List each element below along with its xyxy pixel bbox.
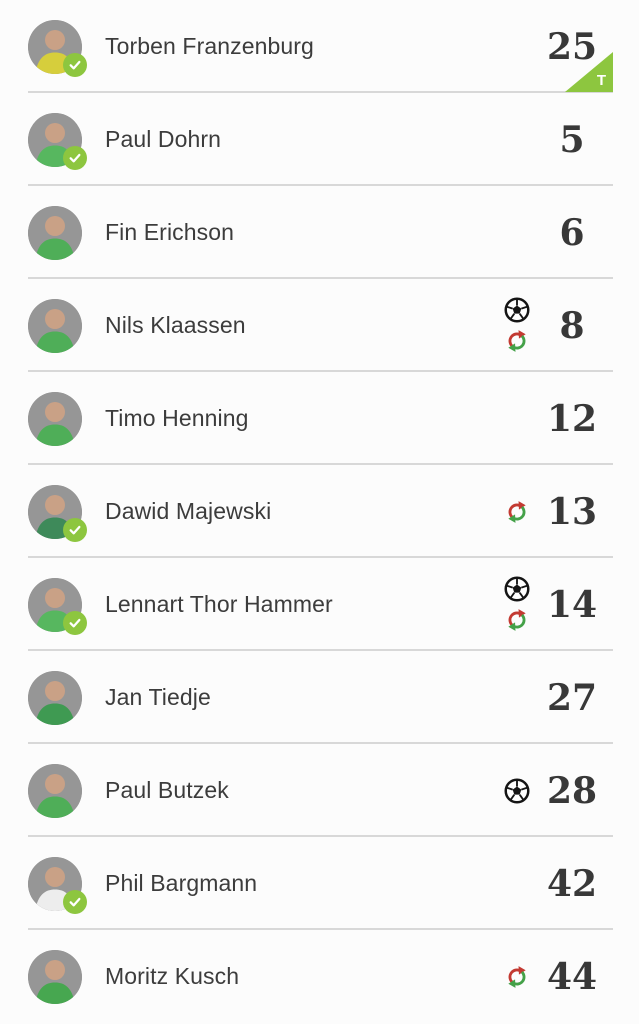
player-number: 12 [546,397,598,440]
checkmark-icon [63,889,87,914]
substitution-icon [508,609,526,631]
avatar [28,112,87,170]
event-icons [503,297,531,354]
player-photo [28,205,82,260]
checkmark-icon [63,52,87,77]
event-icons [503,576,531,633]
player-number: 13 [546,490,598,533]
player-row[interactable]: Jan Tiedje 27 [0,651,639,744]
soccer-ball-icon [504,777,530,804]
avatar [28,949,82,1004]
soccer-ball-icon [504,576,530,602]
player-row[interactable]: Dawid Majewski 13 [0,465,639,558]
avatar [28,19,87,77]
player-row[interactable]: Lennart Thor Hammer 14 [0,558,639,651]
avatar [28,763,82,818]
player-number: 6 [559,211,585,254]
event-icons [503,499,531,525]
player-row[interactable]: Torben Franzenburg 25 T [0,0,639,93]
avatar [28,856,87,914]
player-name: Nils Klaassen [105,312,246,338]
substitution-icon [508,965,526,988]
avatar [28,205,82,260]
checkmark-icon [63,145,87,170]
player-name: Moritz Kusch [105,963,240,989]
substitution-icon [508,330,526,352]
player-number: 27 [546,676,598,719]
player-number: 14 [546,583,598,626]
player-row[interactable]: Nils Klaassen 8 [0,279,639,372]
player-row[interactable]: Fin Erichson 6 [0,186,639,279]
player-row[interactable]: Paul Dohrn 5 [0,93,639,186]
substitution-icon [508,500,526,523]
player-number: 5 [559,118,585,161]
player-photo [28,112,82,167]
player-row[interactable]: Phil Bargmann 42 [0,837,639,930]
player-row[interactable]: Paul Butzek 28 [0,744,639,837]
event-icons [503,777,531,804]
avatar [28,391,82,446]
event-icons [503,964,531,990]
avatar [28,298,82,353]
player-name: Paul Butzek [105,777,229,803]
player-photo [28,391,82,446]
avatar [28,484,87,542]
player-photo [28,298,82,353]
player-number: 28 [546,769,598,812]
player-name: Jan Tiedje [105,684,211,710]
player-number: 44 [546,955,598,998]
player-name: Torben Franzenburg [105,33,314,59]
player-row[interactable]: Moritz Kusch 44 [0,930,639,1023]
goalkeeper-badge-label: T [596,72,606,89]
player-name: Timo Henning [105,405,249,431]
player-name: Fin Erichson [105,219,235,245]
player-row[interactable]: Timo Henning 12 [0,372,639,465]
player-number: 42 [546,862,598,905]
player-name: Phil Bargmann [105,870,258,896]
player-number: 25 [546,25,598,68]
avatar [28,577,87,635]
checkmark-icon [63,610,87,635]
player-name: Lennart Thor Hammer [105,591,333,617]
checkmark-icon [63,517,87,542]
player-number: 8 [559,304,585,347]
player-photo [28,670,82,725]
player-photo [28,763,82,818]
avatar [28,670,82,725]
player-name: Paul Dohrn [105,126,222,152]
player-photo [28,949,82,1004]
soccer-ball-icon [504,297,530,323]
player-name: Dawid Majewski [105,498,272,524]
